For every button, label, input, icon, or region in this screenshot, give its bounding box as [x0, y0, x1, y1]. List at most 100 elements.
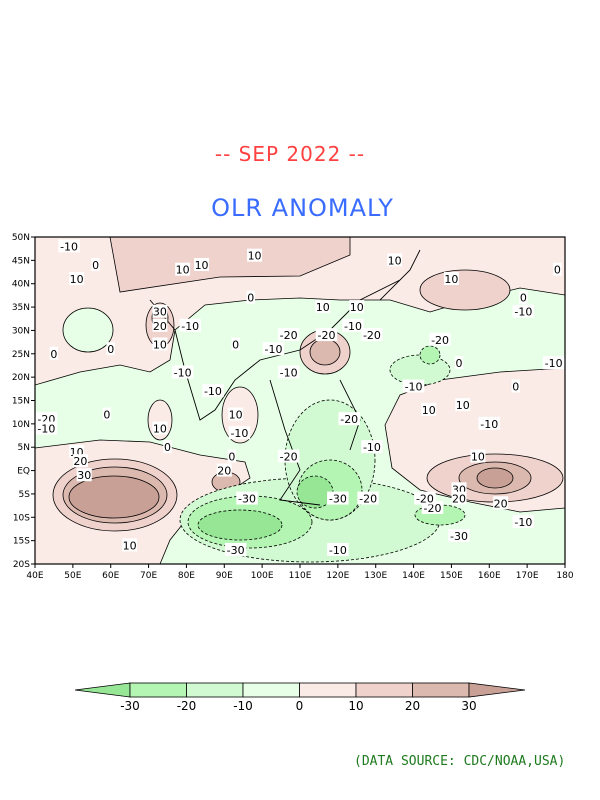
- contour-label: -10: [402, 379, 425, 393]
- lat-tick-label: 10N: [12, 420, 30, 430]
- field-minus20-d: [419, 345, 441, 365]
- svg-text:10: 10: [123, 539, 137, 552]
- colorbar-segment: [412, 682, 470, 698]
- lat-tick-label: 15N: [12, 397, 30, 407]
- contour-label: -10: [512, 514, 535, 529]
- contour-label: 0: [519, 290, 528, 305]
- svg-text:0: 0: [554, 264, 561, 277]
- contour-label: 0: [102, 407, 112, 422]
- contour-label: -10: [171, 365, 194, 379]
- colorbar-tick-label: -20: [177, 699, 197, 713]
- contour-label: -30: [327, 491, 349, 506]
- field-nw-pacific-10: [419, 269, 511, 311]
- svg-text:-10: -10: [280, 366, 298, 379]
- contour-label: 30: [76, 468, 92, 482]
- svg-text:10: 10: [176, 264, 190, 277]
- svg-text:0: 0: [164, 441, 171, 454]
- colorbar-tick-label: 30: [461, 699, 476, 713]
- contour-label: 10: [349, 300, 365, 314]
- contour-label: 0: [91, 258, 100, 272]
- svg-text:0: 0: [228, 451, 235, 464]
- svg-text:-20: -20: [280, 451, 298, 464]
- contour-label: 10: [152, 337, 168, 351]
- svg-text:-20: -20: [416, 493, 434, 506]
- contour-label: -10: [512, 304, 535, 319]
- svg-text:20: 20: [153, 320, 167, 333]
- lat-tick-label: 40N: [12, 280, 30, 290]
- svg-text:10: 10: [70, 273, 84, 286]
- lon-tick-label: 60E: [102, 571, 119, 581]
- colorbar-segment: [299, 682, 357, 698]
- contour-label: 10: [443, 272, 459, 286]
- svg-text:-10: -10: [344, 320, 362, 333]
- colorbar-max-arrow: [468, 682, 526, 698]
- contour-label: -10: [342, 318, 364, 333]
- lat-tick-label: EQ: [17, 467, 30, 477]
- contour-label: -20: [361, 328, 383, 342]
- contour-label: -10: [58, 239, 80, 253]
- svg-text:10: 10: [153, 423, 167, 436]
- svg-text:-30: -30: [227, 544, 245, 557]
- contour-label: -10: [228, 426, 251, 440]
- contour-label: -10: [262, 342, 285, 356]
- contour-label: 10: [152, 421, 168, 436]
- svg-text:10: 10: [444, 273, 458, 286]
- svg-text:30: 30: [77, 469, 91, 482]
- contour-label: 10: [470, 449, 486, 464]
- svg-text:-20: -20: [359, 493, 377, 506]
- svg-text:20: 20: [217, 465, 231, 478]
- lat-tick-label: 30N: [12, 326, 30, 336]
- svg-text:-30: -30: [450, 530, 468, 543]
- svg-text:-20: -20: [280, 329, 298, 342]
- contour-label: 20: [72, 454, 88, 468]
- contour-label: 10: [387, 253, 403, 267]
- lat-tick-label: 50N: [12, 233, 30, 243]
- svg-text:10: 10: [316, 301, 330, 314]
- contour-label: 0: [231, 337, 240, 351]
- lon-tick-label: 70E: [140, 571, 157, 581]
- lat-tick-label: 45N: [12, 256, 30, 266]
- lat-tick-label: 15S: [13, 537, 30, 547]
- contour-label: 20: [216, 463, 232, 478]
- colorbar-min-arrow: [74, 682, 131, 698]
- contour-label: -10: [202, 384, 224, 398]
- contour-label: 10: [175, 262, 191, 277]
- field-north-asia-10: [109, 237, 351, 293]
- contour-label: 0: [227, 449, 237, 464]
- svg-text:10: 10: [350, 301, 364, 314]
- lat-tick-label: 25N: [12, 350, 30, 360]
- lon-tick-label: 130E: [364, 571, 387, 581]
- contour-label: 10: [247, 248, 263, 263]
- contour-label: -30: [236, 491, 258, 506]
- field-sio-30: [68, 475, 160, 519]
- svg-text:-10: -10: [480, 418, 498, 431]
- svg-text:-10: -10: [60, 240, 78, 253]
- svg-text:10: 10: [229, 409, 243, 422]
- colorbar-tick-label: -30: [120, 699, 140, 713]
- contour-label: 0: [106, 342, 115, 356]
- svg-text:-10: -10: [174, 366, 192, 379]
- svg-text:0: 0: [456, 357, 463, 370]
- svg-text:-20: -20: [318, 329, 336, 342]
- lon-tick-label: 140E: [402, 571, 425, 581]
- map-axes: 50N 45N 40N 35N 30N 25N 20N 15N 10N 5N EQ 5S 10S 15S 2…: [12, 233, 574, 581]
- lon-tick-label: 90E: [216, 571, 233, 581]
- colorbar-segment: [242, 682, 300, 698]
- colorbar-segment: [129, 682, 187, 698]
- svg-text:20: 20: [452, 493, 466, 506]
- svg-text:-10: -10: [545, 357, 563, 370]
- svg-text:-10: -10: [230, 427, 248, 440]
- lat-tick-label: 10S: [13, 513, 30, 523]
- colorbar-tick-label: 20: [405, 699, 420, 713]
- svg-text:0: 0: [247, 292, 254, 305]
- lat-tick-label: 5S: [19, 490, 31, 500]
- contour-label: -30: [224, 542, 247, 557]
- contour-label: 10: [421, 402, 437, 417]
- contour-label: 0: [163, 440, 172, 454]
- svg-text:-10: -10: [265, 343, 283, 356]
- colorbar: -30 -20 -10 0 10 20 30: [74, 682, 526, 713]
- svg-text:10: 10: [248, 250, 262, 263]
